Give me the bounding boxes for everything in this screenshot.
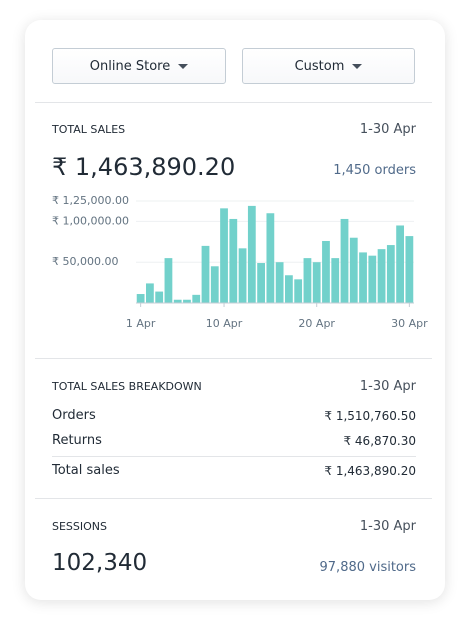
card — [25, 20, 445, 600]
bar — [275, 262, 284, 303]
bar — [146, 283, 154, 303]
bar — [155, 291, 164, 303]
bar — [405, 236, 414, 303]
bar — [192, 294, 201, 303]
bar — [386, 245, 395, 303]
section-title: SESSIONS — [52, 520, 108, 533]
bar — [322, 240, 330, 303]
row-value: ₹ 46,870.30 — [343, 434, 416, 448]
caret — [178, 63, 189, 69]
bar — [238, 248, 247, 303]
bar — [164, 258, 173, 303]
caret — [352, 63, 363, 69]
bar — [266, 213, 275, 303]
total-amount: ₹ 1,463,890.20 — [52, 153, 236, 181]
y-tick-label: ₹ 50,000.00 — [52, 255, 118, 268]
bar — [303, 258, 312, 303]
x-tick-label: 10 Apr — [206, 317, 243, 330]
section-title: TOTAL SALES — [52, 123, 126, 136]
bar — [201, 245, 210, 303]
period: 1-30 Apr — [359, 122, 416, 137]
bar — [396, 225, 404, 303]
x-tick-label: 1 Apr — [126, 317, 156, 330]
filter-label: Custom — [294, 58, 345, 74]
y-tick-label: ₹ 1,25,000.00 — [52, 194, 129, 207]
bar — [257, 263, 265, 303]
x-tick-label: 20 Apr — [298, 317, 335, 330]
orders-count: 1,450 orders — [333, 163, 416, 178]
bar — [340, 218, 349, 303]
bar — [210, 266, 219, 303]
bar — [377, 249, 386, 303]
bar — [368, 255, 377, 303]
sessions-value: 102,340 — [52, 550, 148, 576]
sales-chart: ₹ 50,000.00 ₹ 1,00,000.00 ₹ 1,25,000.00 1 A… — [52, 194, 428, 330]
bar — [173, 299, 182, 303]
bar — [220, 208, 228, 303]
section-title: TOTAL SALES BREAKDOWN — [52, 380, 202, 393]
bar — [349, 237, 358, 303]
divider — [35, 358, 432, 359]
y-tick-label: ₹ 1,00,000.00 — [52, 214, 129, 227]
filter-label: Online Store — [89, 58, 171, 74]
bar — [285, 275, 293, 303]
bar — [229, 218, 238, 303]
row-label: Returns — [52, 433, 102, 448]
row-label: Orders — [52, 408, 96, 423]
bar — [294, 279, 303, 303]
date-filter[interactable]: Custom — [242, 48, 415, 84]
x-tick-label: 30 Apr — [391, 317, 428, 330]
period: 1-30 Apr — [359, 519, 416, 534]
bar — [312, 262, 321, 303]
bar — [136, 294, 145, 303]
period: 1-30 Apr — [359, 379, 416, 394]
bar — [331, 258, 340, 303]
total-value: ₹ 1,463,890.20 — [324, 464, 416, 478]
visitors-count: 97,880 visitors — [319, 560, 416, 575]
row-value: ₹ 1,510,760.50 — [324, 409, 416, 423]
bar — [247, 205, 256, 303]
bar — [183, 299, 191, 303]
bar — [359, 252, 367, 303]
total-label: Total sales — [52, 463, 120, 478]
store-filter[interactable]: Online Store — [52, 48, 226, 84]
divider — [52, 456, 416, 457]
divider — [35, 498, 432, 499]
divider — [35, 102, 432, 103]
